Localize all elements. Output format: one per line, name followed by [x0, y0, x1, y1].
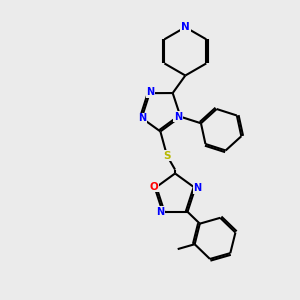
Text: O: O — [149, 182, 158, 192]
Text: N: N — [146, 87, 154, 97]
Text: N: N — [156, 207, 164, 217]
Text: N: N — [181, 22, 190, 32]
Text: N: N — [194, 183, 202, 193]
Text: N: N — [174, 112, 182, 122]
Text: S: S — [163, 151, 171, 160]
Text: N: N — [138, 113, 146, 123]
